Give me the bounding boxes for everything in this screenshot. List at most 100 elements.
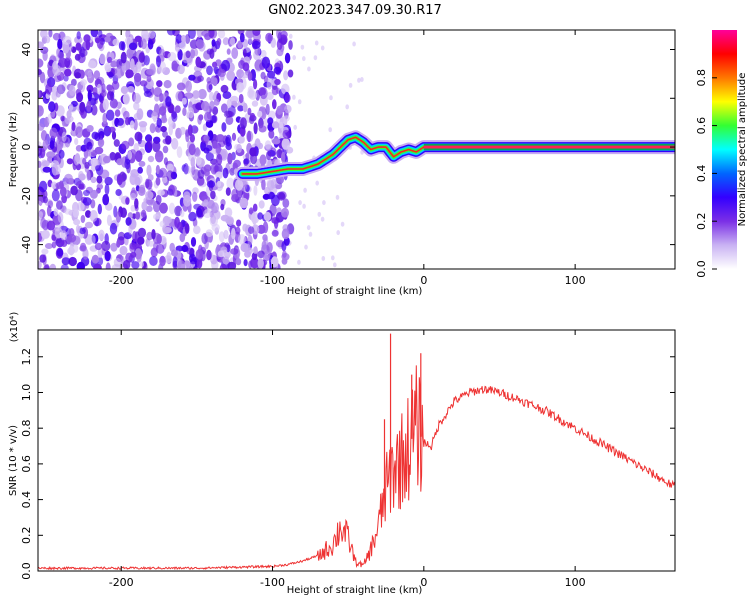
noise-speckle <box>87 60 97 69</box>
snr-series-group <box>38 333 675 571</box>
noise-speckle <box>121 60 127 73</box>
noise-speckle <box>264 140 272 150</box>
noise-speckle <box>314 40 319 46</box>
noise-speckle <box>280 30 288 39</box>
noise-speckle <box>85 39 91 51</box>
noise-speckle <box>267 117 274 125</box>
noise-speckle <box>282 198 290 208</box>
noise-speckle <box>195 249 204 260</box>
noise-speckle <box>60 115 65 122</box>
x-axis-label: Height of straight line (km) <box>287 286 423 297</box>
noise-speckle <box>155 194 162 205</box>
noise-speckle <box>216 38 222 46</box>
noise-speckle <box>267 70 276 79</box>
noise-speckle <box>247 107 252 116</box>
noise-speckle <box>201 233 208 245</box>
noise-speckle <box>149 123 156 134</box>
noise-speckle <box>176 146 183 159</box>
noise-speckle <box>73 154 80 166</box>
noise-speckle <box>86 125 94 133</box>
noise-speckle <box>215 144 221 155</box>
noise-speckle <box>152 140 161 153</box>
noise-speckle <box>40 30 48 39</box>
y-tick-label: 0.8 <box>20 419 33 437</box>
noise-speckle <box>189 134 195 143</box>
noise-speckle <box>139 261 144 268</box>
noise-speckle <box>222 256 230 265</box>
noise-speckle <box>188 74 196 81</box>
noise-speckle <box>42 50 48 62</box>
colorbar-tick-label: 0.4 <box>695 165 708 183</box>
noise-speckle <box>216 134 225 143</box>
noise-speckle <box>283 115 290 122</box>
noise-speckle <box>242 102 248 113</box>
noise-speckle <box>271 138 281 145</box>
noise-speckle <box>76 31 81 40</box>
noise-speckle <box>179 126 186 135</box>
noise-speckle <box>266 78 273 90</box>
noise-speckle <box>225 187 231 196</box>
noise-speckle <box>91 254 100 264</box>
noise-speckle <box>175 91 183 102</box>
noise-speckle <box>40 217 47 229</box>
noise-speckle <box>189 257 197 265</box>
noise-speckle <box>80 79 87 86</box>
noise-speckle <box>264 250 271 261</box>
noise-speckle <box>129 58 135 70</box>
noise-speckle <box>97 203 103 215</box>
noise-speckle <box>64 208 72 215</box>
noise-speckle <box>193 126 198 134</box>
noise-speckle <box>174 105 181 113</box>
noise-speckle <box>101 240 111 252</box>
noise-speckle <box>276 105 283 116</box>
colorbar-label: Normalized spectral amplitude <box>737 73 748 227</box>
noise-speckle <box>243 259 248 267</box>
noise-speckle <box>220 203 225 211</box>
noise-speckle <box>72 208 80 218</box>
noise-speckle <box>242 48 247 57</box>
noise-speckle <box>210 163 219 175</box>
noise-speckle <box>352 41 356 47</box>
noise-speckle <box>306 225 311 231</box>
noise-speckle <box>102 98 109 111</box>
noise-speckle <box>45 83 52 95</box>
noise-speckle <box>91 131 99 140</box>
noise-speckle <box>128 137 135 147</box>
noise-speckle <box>83 189 90 197</box>
noise-speckle <box>121 140 130 150</box>
noise-speckle <box>253 185 258 196</box>
noise-speckle <box>72 244 79 253</box>
noise-speckle <box>281 228 290 240</box>
noise-speckle <box>44 243 53 249</box>
noise-speckle <box>68 256 77 267</box>
noise-speckle <box>348 82 353 88</box>
noise-speckle <box>147 137 153 150</box>
noise-speckle <box>185 50 191 59</box>
noise-speckle <box>303 187 307 193</box>
noise-speckle <box>109 98 118 109</box>
noise-speckle <box>76 261 85 269</box>
x-tick-label: 0 <box>420 576 427 589</box>
noise-speckle <box>165 135 172 145</box>
noise-speckle <box>336 230 341 236</box>
noise-speckle <box>177 221 183 232</box>
chart-title: GN02.2023.347.09.30.R17 <box>268 3 442 18</box>
noise-speckle <box>137 166 143 174</box>
noise-speckle <box>331 255 335 261</box>
noise-speckle <box>226 177 235 189</box>
noise-speckle <box>315 180 320 186</box>
noise-speckle <box>130 192 137 201</box>
noise-speckle <box>97 137 105 148</box>
noise-speckle <box>247 234 253 246</box>
noise-speckle <box>168 184 175 196</box>
noise-speckle <box>132 230 137 243</box>
noise-speckle <box>217 68 226 78</box>
noise-speckle <box>181 34 186 44</box>
noise-speckle <box>187 30 196 39</box>
noise-speckle <box>75 189 83 202</box>
noise-speckle <box>68 245 75 256</box>
noise-speckle <box>41 248 49 255</box>
noise-speckle <box>61 194 67 204</box>
noise-speckle <box>195 156 202 166</box>
noise-speckle <box>206 65 213 76</box>
